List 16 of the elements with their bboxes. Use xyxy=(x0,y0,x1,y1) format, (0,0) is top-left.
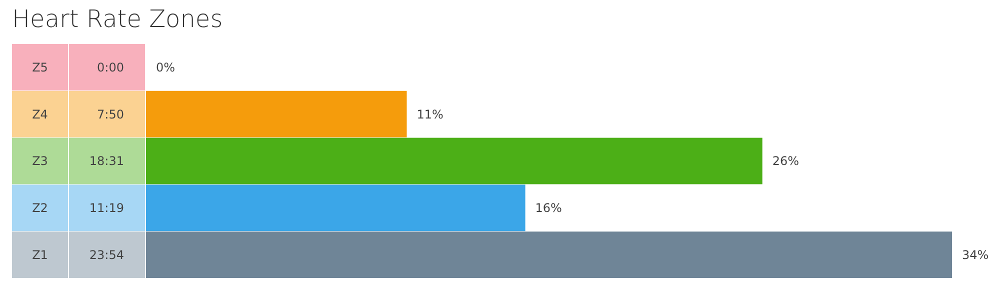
chart-title: Heart Rate Zones xyxy=(12,5,223,33)
data-label: 16% xyxy=(535,201,562,216)
y-tick-label: Z5 xyxy=(32,60,48,74)
y-tick-label: Z1 xyxy=(32,248,48,262)
data-label: 11% xyxy=(416,107,444,122)
text: 23:54 xyxy=(89,248,124,262)
data-label: 34% xyxy=(962,248,989,262)
data-label: 0% xyxy=(156,60,176,74)
y-tick-label: Z4 xyxy=(32,107,48,122)
text: 0:00 xyxy=(97,60,124,74)
y-tick-label: Z2 xyxy=(32,201,48,216)
y-tick-label: Z3 xyxy=(32,154,48,168)
text: 18:31 xyxy=(89,154,124,168)
data-label: 26% xyxy=(772,154,800,168)
text: 7:50 xyxy=(97,107,124,122)
text: 11:19 xyxy=(89,201,124,216)
